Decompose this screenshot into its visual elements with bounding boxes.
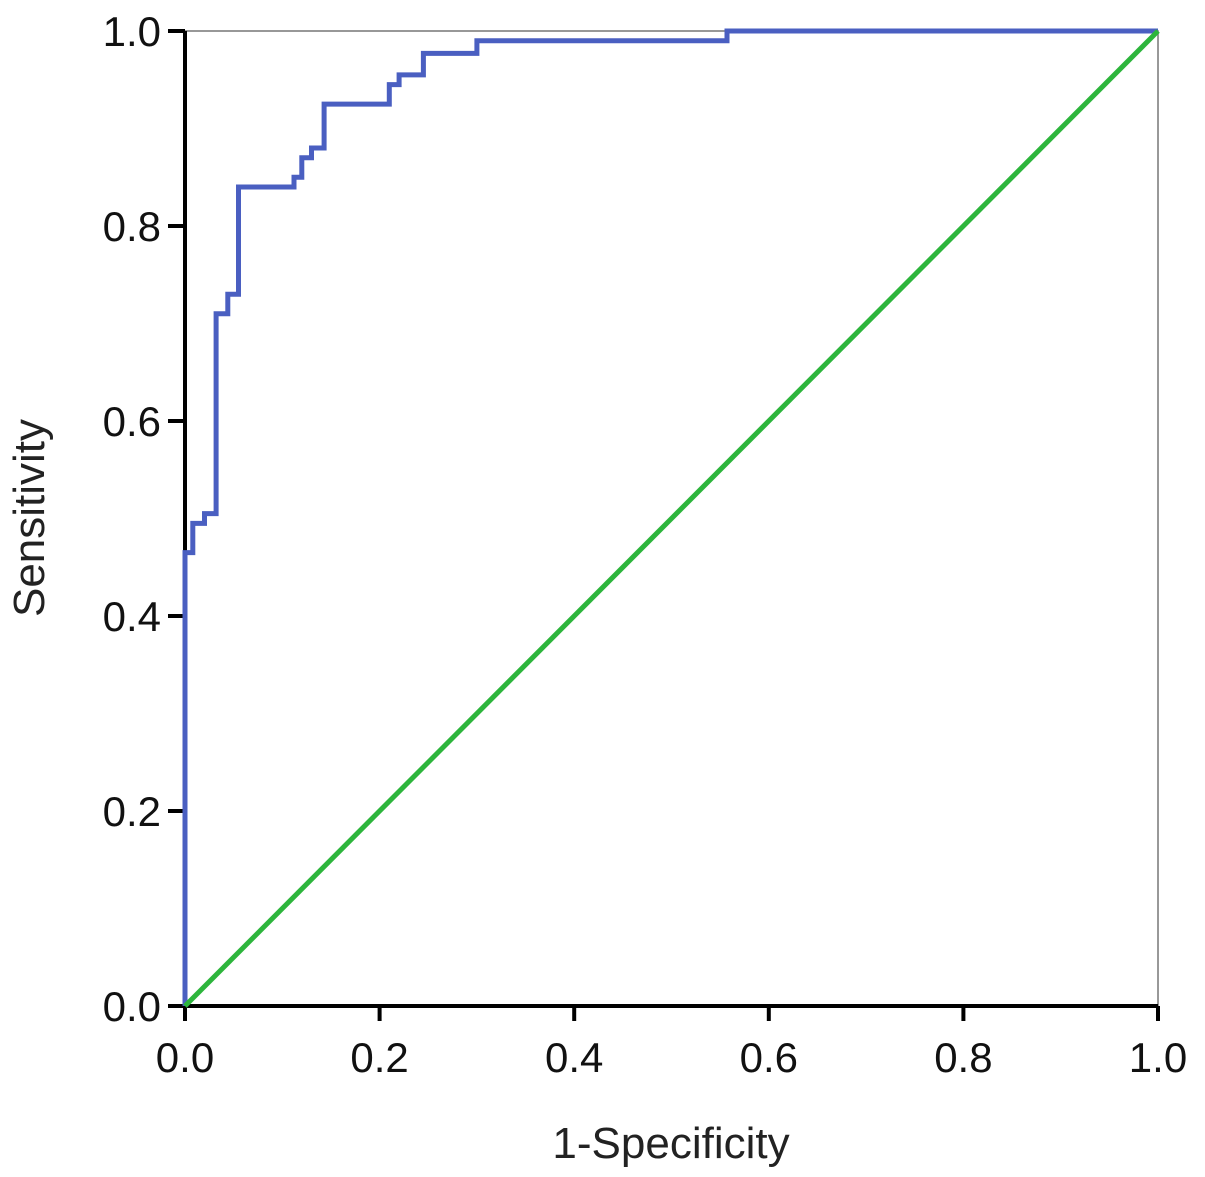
y-tick-label: 0.0 <box>103 983 161 1030</box>
x-axis-ticks: 0.0 0.2 0.4 0.6 0.8 1.0 <box>156 1006 1187 1081</box>
x-tick-label: 1.0 <box>1129 1034 1187 1081</box>
y-tick-label: 0.4 <box>103 593 161 640</box>
y-axis-ticks: 0.0 0.2 0.4 0.6 0.8 1.0 <box>103 8 185 1030</box>
reference-diagonal-line <box>183 29 1160 1008</box>
y-tick-label: 0.6 <box>103 398 161 445</box>
x-tick-label: 0.6 <box>740 1034 798 1081</box>
x-tick-label: 0.8 <box>934 1034 992 1081</box>
x-tick-label: 0.4 <box>545 1034 603 1081</box>
x-axis-title: 1-Specificity <box>552 1119 789 1168</box>
series-layer <box>182 28 1160 1008</box>
roc-curve-line <box>182 28 1158 1006</box>
y-tick-label: 0.2 <box>103 788 161 835</box>
y-tick-label: 1.0 <box>103 8 161 55</box>
y-tick-label: 0.8 <box>103 203 161 250</box>
y-axis-title: Sensitivity <box>5 419 54 617</box>
x-tick-label: 0.2 <box>350 1034 408 1081</box>
x-tick-label: 0.0 <box>156 1034 214 1081</box>
